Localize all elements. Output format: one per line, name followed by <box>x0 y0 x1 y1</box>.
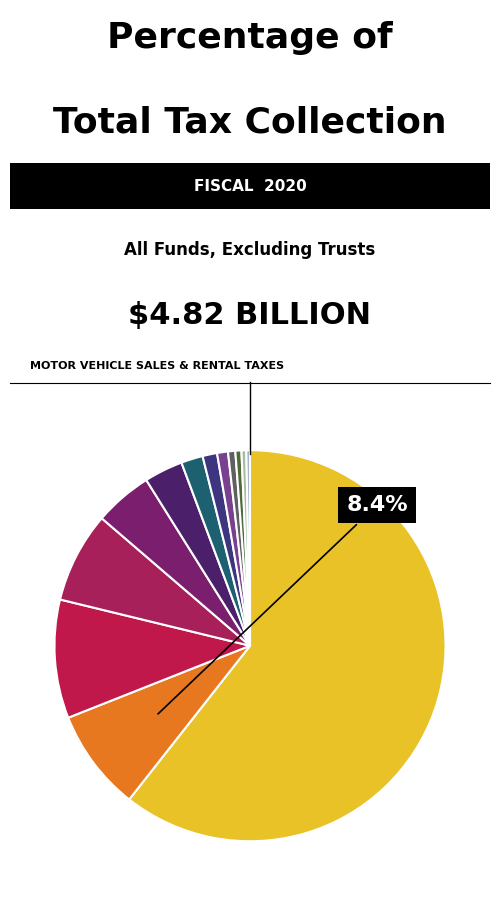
Bar <box>10 163 490 209</box>
Text: MOTOR VEHICLE SALES & RENTAL TAXES: MOTOR VEHICLE SALES & RENTAL TAXES <box>30 361 284 371</box>
Text: All Funds, Excluding Trusts: All Funds, Excluding Trusts <box>124 241 376 259</box>
Wedge shape <box>102 480 250 645</box>
Text: $4.82 BILLION: $4.82 BILLION <box>128 301 372 330</box>
Wedge shape <box>236 450 250 645</box>
Wedge shape <box>217 452 250 645</box>
Wedge shape <box>228 451 250 645</box>
Wedge shape <box>246 450 250 645</box>
Wedge shape <box>68 645 250 800</box>
Wedge shape <box>54 600 250 718</box>
Wedge shape <box>242 450 250 645</box>
Text: Total Tax Collection: Total Tax Collection <box>53 105 447 139</box>
Wedge shape <box>182 456 250 645</box>
Text: FISCAL  2020: FISCAL 2020 <box>194 178 306 194</box>
Wedge shape <box>146 463 250 645</box>
Wedge shape <box>202 453 250 645</box>
Wedge shape <box>129 450 446 841</box>
Text: 8.4%: 8.4% <box>158 495 408 714</box>
Text: Percentage of: Percentage of <box>107 21 393 55</box>
Wedge shape <box>60 518 250 645</box>
